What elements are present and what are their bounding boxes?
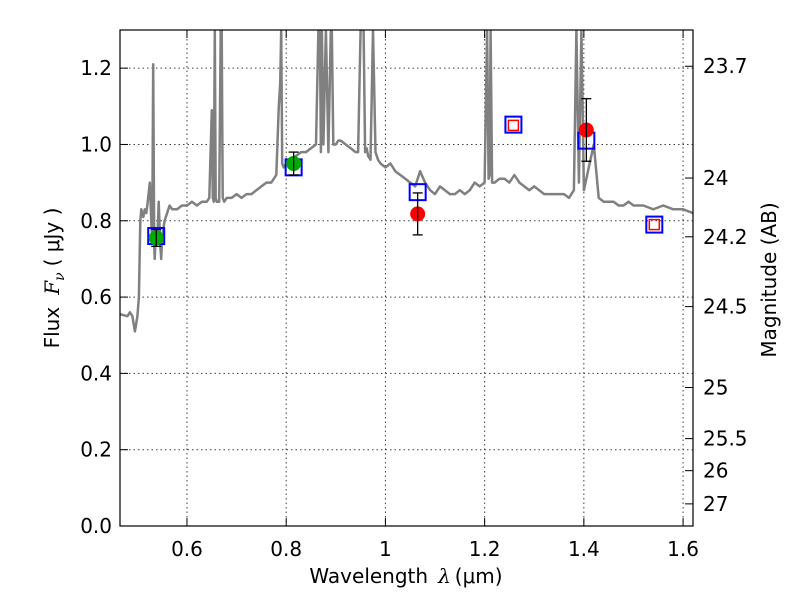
right-tick-label: 24.5 <box>703 295 748 319</box>
y-tick-label: 0.2 <box>80 438 112 462</box>
right-tick-label: 23.7 <box>703 54 748 78</box>
data-markers <box>147 98 664 247</box>
x-tick-label: 1.6 <box>667 537 699 561</box>
predicted-red-squares-point <box>507 119 520 132</box>
model-spectrum-line <box>120 30 693 333</box>
grid <box>120 30 693 527</box>
y-tick-label: 0.8 <box>80 209 112 233</box>
x-tick-label: 1 <box>379 537 392 561</box>
y-tick-label: 1.0 <box>80 132 112 156</box>
plot-frame <box>119 29 694 527</box>
x-tick-label: 1.2 <box>469 537 501 561</box>
model-photometry-point <box>645 215 664 234</box>
x-tick-label: 0.6 <box>171 537 203 561</box>
y-axis-title: FluxFν( μJy ) <box>40 208 68 349</box>
right-tick-label: 26 <box>703 459 728 483</box>
right-tick-label: 27 <box>703 492 728 516</box>
right-tick-label: 25.5 <box>703 427 748 451</box>
y-tick-label: 0.6 <box>80 285 112 309</box>
y-tick-label: 0.4 <box>80 361 112 385</box>
predicted-red-squares-point <box>648 218 661 231</box>
x-axis-title: Wavelength λ (μm) <box>309 564 502 588</box>
right-axis-title: Magnitude (AB) <box>757 202 781 357</box>
y-tick-label: 0.0 <box>80 514 112 538</box>
right-tick-label: 24.2 <box>703 225 748 249</box>
right-tick-label: 25 <box>703 376 728 400</box>
model-photometry-point <box>504 115 523 134</box>
x-tick-label: 1.4 <box>568 537 600 561</box>
right-tick-label: 24 <box>703 166 728 190</box>
x-tick-label: 0.8 <box>270 537 302 561</box>
axis-ticks: 0.6 0.8 1 1.2 1.4 1.6 0.0 0.2 0.4 0.6 0.8 1.0 1.2 23.… <box>80 30 748 561</box>
y-tick-label: 1.2 <box>80 56 112 80</box>
